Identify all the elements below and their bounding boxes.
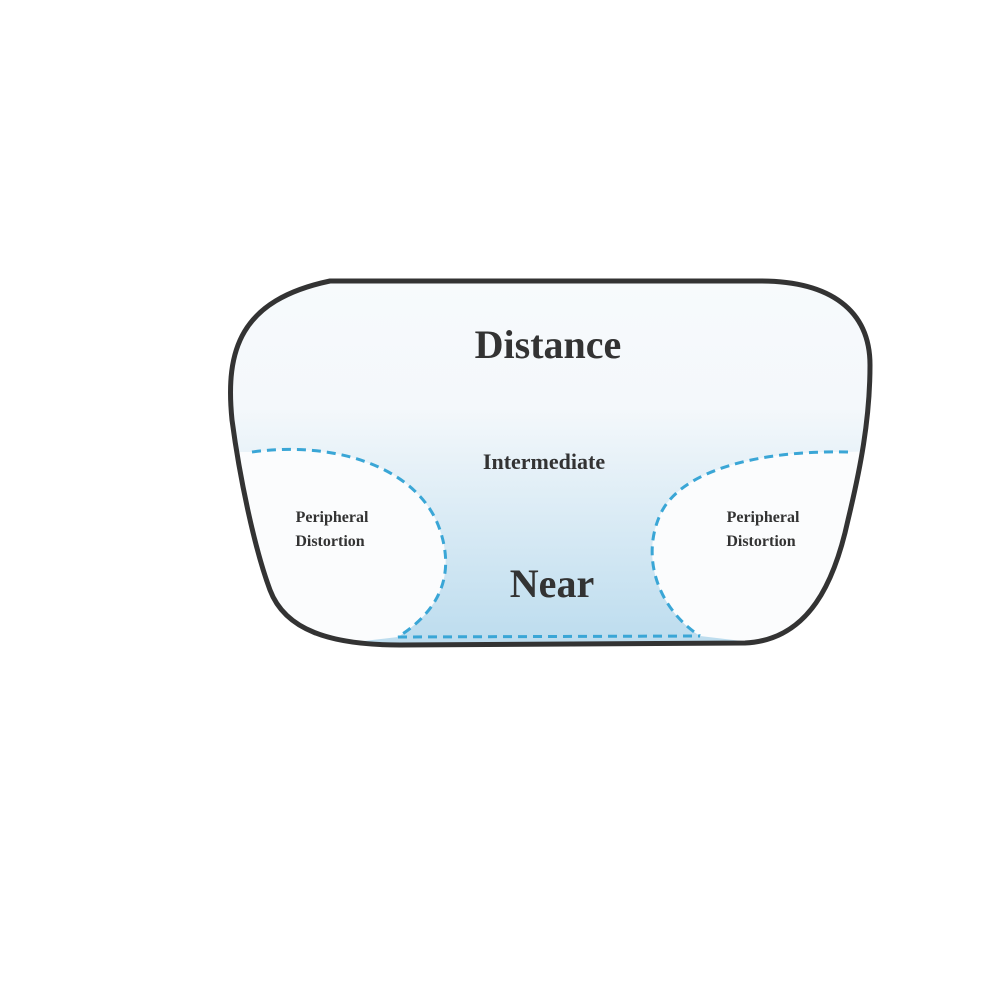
near-label: Near bbox=[510, 561, 594, 606]
peripheral-left-label-line1: Peripheral bbox=[296, 509, 369, 526]
dashed-boundary-left bbox=[251, 447, 448, 639]
peripheral-right-label-line2: Distortion bbox=[726, 533, 795, 550]
peripheral-left-label-line2: Distortion bbox=[295, 533, 364, 550]
distance-label: Distance bbox=[475, 322, 622, 367]
dashed-boundary-bottom bbox=[397, 634, 701, 639]
lens-outline bbox=[228, 278, 873, 648]
intermediate-label: Intermediate bbox=[483, 449, 605, 474]
peripheral-right-label-line1: Peripheral bbox=[727, 509, 800, 526]
